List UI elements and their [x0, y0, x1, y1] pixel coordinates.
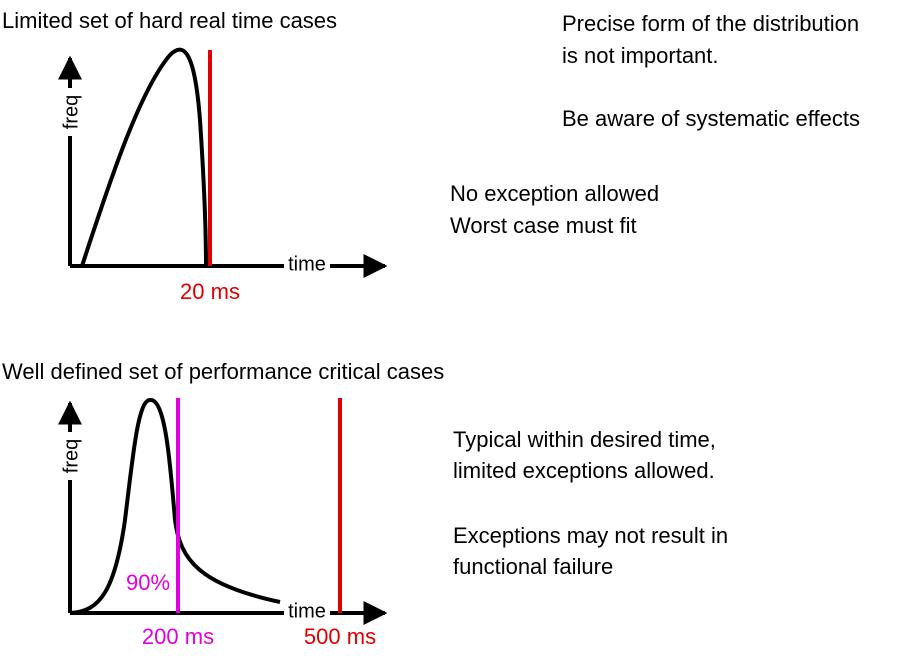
- distribution-curve: [80, 47, 208, 267]
- deadline-label: 500 ms: [304, 624, 376, 649]
- y-axis-label: freq: [60, 439, 82, 473]
- label-bg: [52, 88, 88, 136]
- panel-title: Well defined set of performance critical…: [2, 359, 444, 384]
- note: Exceptions may not result in: [453, 523, 728, 548]
- percentile-label: 90%: [126, 570, 170, 595]
- panel-title: Limited set of hard real time cases: [2, 8, 337, 33]
- label-bg: [284, 601, 330, 623]
- note: Precise form of the distribution: [562, 11, 859, 36]
- note: Be aware of systematic effects: [562, 106, 860, 131]
- x-axis-label: time: [288, 600, 326, 622]
- distribution-curve: [69, 398, 281, 615]
- note: limited exceptions allowed.: [453, 458, 715, 483]
- note: Worst case must fit: [450, 213, 637, 238]
- label-bg: [52, 432, 88, 480]
- y-axis-label: freq: [60, 95, 82, 129]
- deadline-label: 20 ms: [180, 279, 240, 304]
- label-bg: [284, 254, 330, 278]
- note: No exception allowed: [450, 181, 659, 206]
- note: Typical within desired time,: [453, 427, 716, 452]
- percentile-time-label: 200 ms: [142, 624, 214, 649]
- x-axis-label: time: [288, 253, 326, 275]
- note: is not important.: [562, 43, 719, 68]
- note: functional failure: [453, 554, 613, 579]
